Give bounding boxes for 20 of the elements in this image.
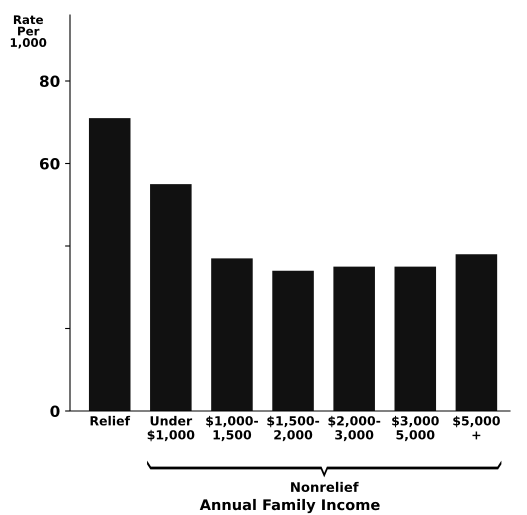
y-tick-label: 0 — [50, 405, 60, 418]
x-tick-label: $3,000 5,000 — [392, 416, 439, 442]
x-tick-label: $1,500- 2,000 — [267, 416, 320, 442]
y-tick-label: 80 — [40, 75, 60, 88]
x-tick-label: Relief — [90, 416, 130, 426]
x-axis-title: Annual Family Income — [200, 498, 380, 514]
x-tick-label: $1,000- 1,500 — [206, 416, 258, 442]
y-axis-title: Rate Per 1,000 — [10, 15, 46, 48]
bar — [150, 184, 192, 411]
bar — [88, 118, 130, 411]
x-tick-label: $5,000 + — [453, 416, 500, 440]
bar — [456, 254, 498, 411]
bar — [394, 266, 436, 411]
x-tick-label: $2,000- 3,000 — [328, 416, 380, 442]
text: Nonrelief — [291, 482, 359, 492]
x-tick-label: Under $1,000 — [148, 416, 194, 442]
y-tick-label: 60 — [40, 158, 60, 170]
bar — [333, 266, 375, 411]
bar — [211, 258, 253, 411]
bar — [272, 270, 314, 411]
